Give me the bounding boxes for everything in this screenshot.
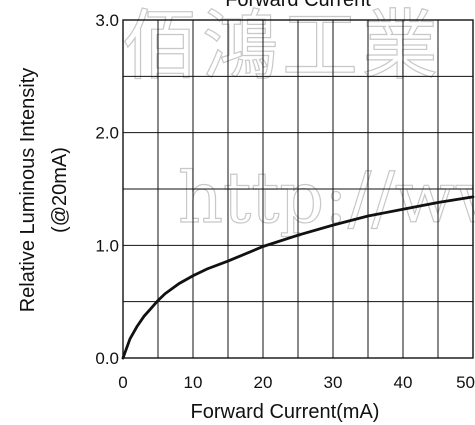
y-tick-label: 2.0 xyxy=(95,124,119,143)
plot-frame xyxy=(122,19,474,359)
x-tick-label: 20 xyxy=(254,373,273,392)
x-axis-label: Forward Current(mA) xyxy=(191,401,380,423)
x-tick-label: 0 xyxy=(118,373,127,392)
x-tick-label: 10 xyxy=(184,373,203,392)
x-tick-label: 30 xyxy=(324,373,343,392)
grid xyxy=(123,20,473,358)
x-tick-label: 40 xyxy=(394,373,413,392)
chart-title: Forward Current xyxy=(225,0,371,11)
y-axis-label-line1: Relative Luminous Intensity xyxy=(17,68,39,313)
y-tick-label: 0.0 xyxy=(95,349,119,368)
y-tick-label: 1.0 xyxy=(95,236,119,255)
x-tick-label: 50 xyxy=(456,373,475,392)
y-axis-label-line2: (@20mA) xyxy=(49,147,71,233)
y-tick-label: 3.0 xyxy=(95,11,119,30)
x-tick-labels: 0 10 20 30 40 50 xyxy=(118,373,475,392)
intensity-curve xyxy=(121,195,475,360)
watermark-chinese: 佰鴻工業 xyxy=(122,1,442,90)
y-tick-labels: 0.0 1.0 2.0 3.0 xyxy=(95,11,119,368)
